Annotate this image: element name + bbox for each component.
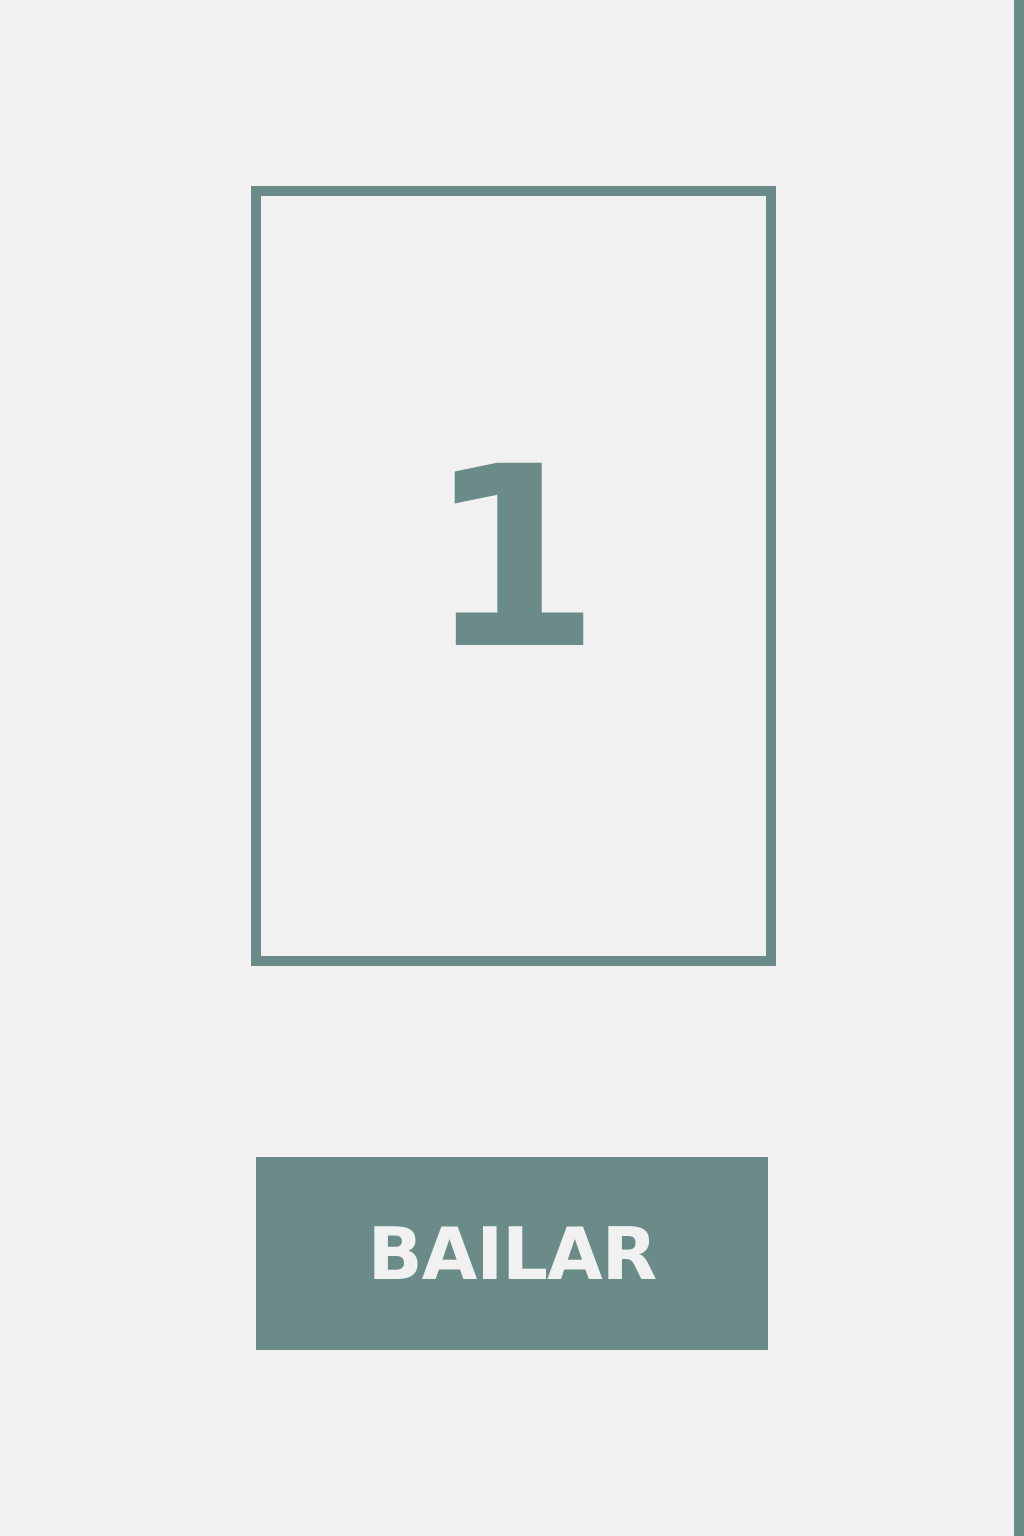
number-card: 1 [251, 186, 776, 966]
right-edge-divider [1014, 0, 1024, 1536]
card-number: 1 [426, 413, 601, 704]
bailar-button[interactable]: BAILAR [256, 1157, 768, 1350]
